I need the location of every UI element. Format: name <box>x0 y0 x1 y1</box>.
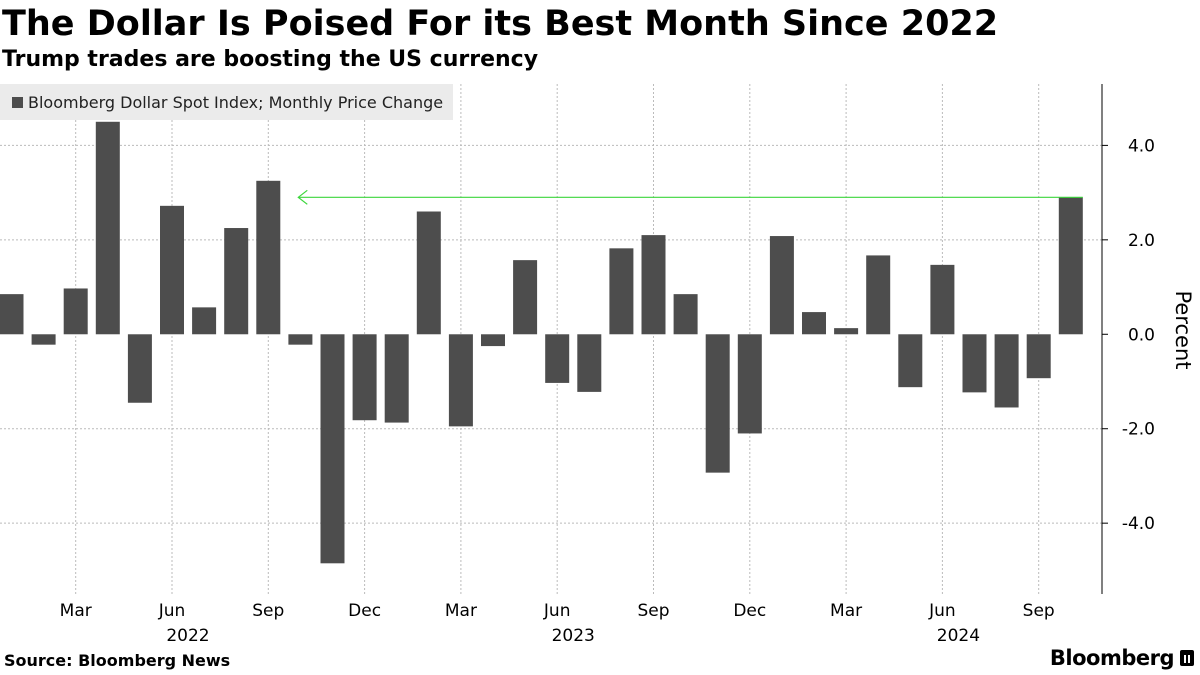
bar <box>352 334 377 421</box>
bar <box>256 180 281 335</box>
chart-subtitle: Trump trades are boosting the US currenc… <box>2 47 539 72</box>
x-tick-label: Jun <box>928 601 956 621</box>
bar <box>63 288 88 335</box>
x-tick-label: Mar <box>60 601 92 621</box>
y-tick-label: 0.0 <box>1128 325 1155 345</box>
x-year-label: 2024 <box>937 626 980 646</box>
bar <box>577 334 602 392</box>
bar <box>962 334 987 393</box>
x-tick-label: Mar <box>445 601 477 621</box>
x-tick-label: Dec <box>348 601 381 621</box>
x-tick-label: Sep <box>252 601 284 621</box>
bar <box>994 334 1019 408</box>
bar <box>673 294 698 335</box>
bar <box>641 235 666 335</box>
x-tick-label: Jun <box>158 601 186 621</box>
bar <box>416 211 441 335</box>
bar <box>769 236 794 335</box>
bar <box>545 334 570 383</box>
bar <box>930 264 955 335</box>
bar <box>0 294 24 335</box>
y-tick-label: 4.0 <box>1128 136 1155 156</box>
bar <box>448 334 473 427</box>
bar <box>609 248 634 335</box>
bar <box>384 334 409 423</box>
bar <box>320 334 345 564</box>
legend-swatch <box>12 96 23 108</box>
source-note: Source: Bloomberg News <box>4 651 231 670</box>
bloomberg-logo: Bloomberg <box>1050 646 1194 670</box>
legend-label: Bloomberg Dollar Spot Index; Monthly Pri… <box>28 92 444 112</box>
x-tick-label: Dec <box>733 601 766 621</box>
chart-title: The Dollar Is Poised For its Best Month … <box>2 4 999 44</box>
bar <box>513 260 538 335</box>
bar <box>481 334 505 347</box>
bar <box>160 205 184 335</box>
y-axis: 4.0 2.0 0.0 -2.0 -4.0 Percent <box>1101 84 1195 594</box>
y-tick-label: -2.0 <box>1122 420 1155 440</box>
chart-legend: Bloomberg Dollar Spot Index; Monthly Pri… <box>0 84 454 120</box>
y-tick-label: -4.0 <box>1122 514 1155 534</box>
bar <box>224 228 249 335</box>
bar <box>705 334 730 473</box>
bar <box>1026 334 1051 379</box>
bar <box>288 334 313 345</box>
x-tick-label: Jun <box>543 601 571 621</box>
bar <box>737 334 762 434</box>
bar <box>31 334 56 345</box>
x-tick-label: Sep <box>637 601 669 621</box>
x-year-label: 2022 <box>166 626 209 646</box>
bar <box>127 334 152 403</box>
bloomberg-chart-icon <box>1180 650 1194 666</box>
bar <box>866 255 891 335</box>
annotation-arrowhead <box>297 189 308 205</box>
x-tick-label: Sep <box>1023 601 1055 621</box>
bar <box>95 121 120 335</box>
annotations <box>297 189 1083 205</box>
x-year-label: 2023 <box>552 626 595 646</box>
brand-name: Bloomberg <box>1049 646 1175 670</box>
bars <box>0 121 1083 564</box>
gridlines <box>0 84 1102 594</box>
bar <box>192 307 217 335</box>
x-axis: Mar Jun Sep Dec Mar Jun Sep Dec Mar Jun Sep 2022 202… <box>60 601 1055 646</box>
y-tick-label: 2.0 <box>1128 231 1155 251</box>
x-tick-label: Mar <box>830 601 862 621</box>
bar <box>802 312 826 335</box>
bar <box>898 334 923 388</box>
y-axis-title: Percent <box>1171 290 1195 369</box>
bar <box>834 328 859 335</box>
bar <box>1058 197 1083 335</box>
